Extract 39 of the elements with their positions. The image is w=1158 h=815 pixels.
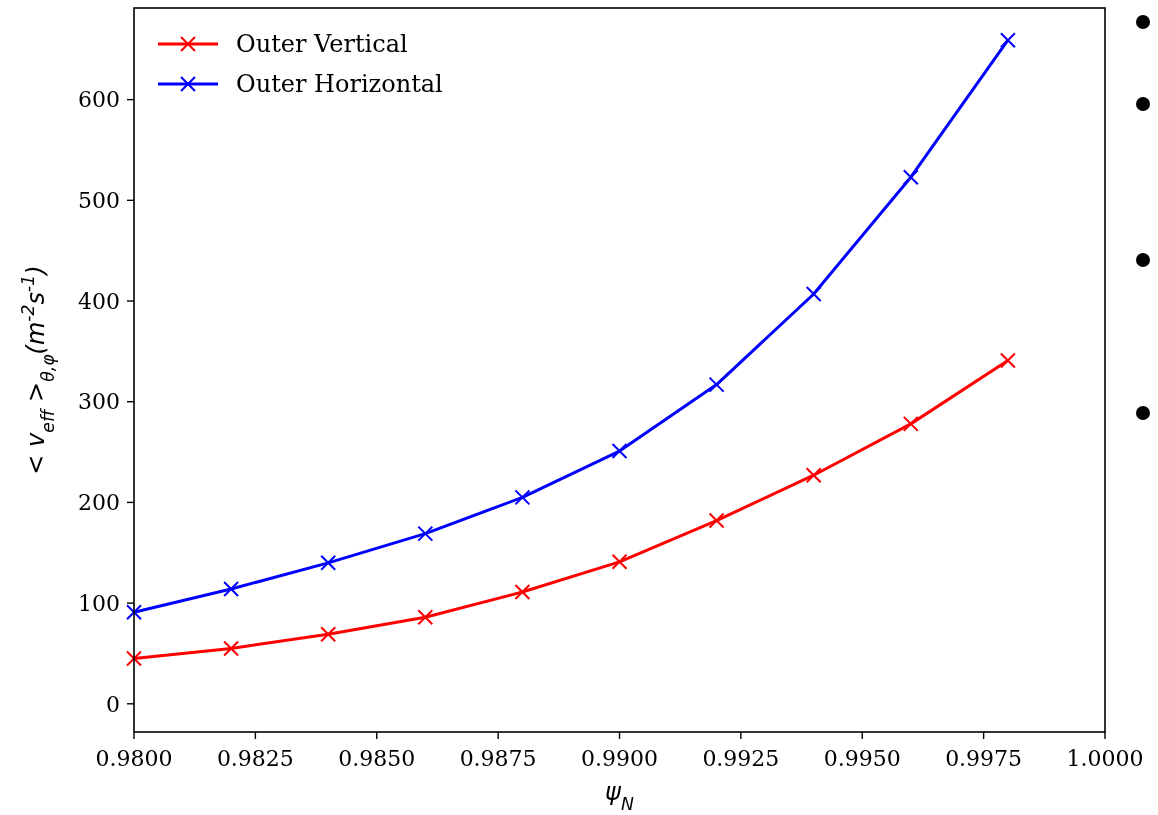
x-tick-label: 0.9825	[216, 746, 294, 771]
point	[999, 32, 1016, 49]
x-tick-label: 0.9975	[945, 746, 1023, 771]
point	[417, 609, 434, 626]
y-tick-label: 100	[78, 590, 120, 616]
point	[514, 489, 531, 506]
y-tick-label: 300	[78, 389, 120, 415]
x-tick-label: 0.9950	[823, 746, 901, 771]
point	[805, 467, 822, 484]
point	[805, 285, 822, 302]
point	[223, 640, 240, 657]
y-tick-label: 0	[106, 691, 120, 717]
x-axis-title: ψ$_{N}$	[605, 778, 634, 814]
point	[514, 584, 531, 601]
point	[223, 581, 240, 598]
legend-label: Outer Horizontal	[236, 70, 443, 99]
point	[126, 650, 142, 667]
x-tick-label: 0.9850	[338, 746, 416, 771]
x-tick-label: 1.0000	[1066, 746, 1144, 771]
x-tick-label: 0.9900	[581, 746, 658, 771]
point	[999, 352, 1016, 369]
point	[320, 554, 337, 571]
y-tick-label: 500	[78, 188, 120, 214]
point	[320, 626, 337, 643]
point	[902, 169, 919, 186]
point	[126, 604, 142, 621]
legend-label: Outer Vertical	[236, 30, 408, 59]
x-tick-label: 0.9875	[459, 746, 537, 771]
y-tick-label: 600	[78, 87, 120, 113]
y-tick-label: 400	[78, 288, 120, 314]
y-tick-label: 200	[78, 490, 120, 516]
point	[708, 376, 725, 393]
point	[611, 553, 628, 570]
point	[902, 415, 919, 432]
point	[417, 525, 434, 542]
point	[611, 443, 628, 460]
point	[708, 512, 725, 529]
x-tick-label: 0.9800	[95, 746, 173, 771]
x-tick-label: 0.9925	[702, 746, 780, 771]
